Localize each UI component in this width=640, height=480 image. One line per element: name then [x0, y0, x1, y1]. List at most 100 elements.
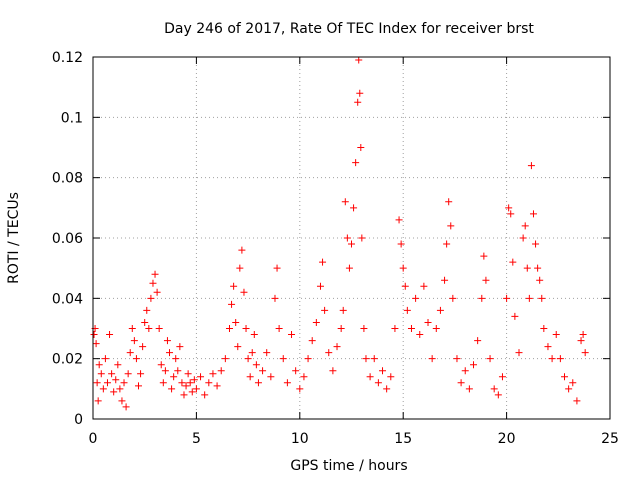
y-axis-label: ROTI / TECUs	[6, 192, 22, 284]
data-point	[275, 325, 283, 332]
data-point	[362, 355, 370, 363]
data-point	[128, 325, 136, 332]
data-point	[174, 367, 182, 375]
data-point	[424, 318, 432, 326]
data-point	[498, 373, 506, 381]
data-point	[505, 204, 513, 212]
data-point	[412, 294, 420, 302]
data-point	[101, 355, 109, 363]
data-point	[166, 349, 174, 357]
data-point	[304, 355, 312, 363]
data-point	[192, 385, 200, 393]
data-point	[157, 361, 165, 369]
data-point	[221, 355, 229, 363]
grid	[93, 57, 610, 419]
data-point	[263, 349, 271, 357]
y-tick-label: 0.1	[61, 110, 83, 126]
data-point	[93, 379, 101, 387]
data-point	[432, 325, 440, 332]
data-point	[116, 385, 124, 393]
data-point	[482, 276, 490, 284]
data-point	[132, 355, 140, 363]
data-point	[503, 294, 511, 302]
data-point	[490, 385, 498, 393]
data-point	[99, 385, 107, 393]
data-point	[515, 349, 523, 357]
data-point	[134, 382, 142, 390]
data-point	[238, 246, 246, 254]
data-point	[399, 264, 407, 272]
data-point	[296, 385, 304, 393]
data-point	[188, 388, 196, 396]
y-tick-label: 0.08	[52, 171, 83, 187]
data-point	[316, 282, 324, 290]
data-point	[329, 367, 337, 375]
data-point	[155, 325, 163, 332]
data-point	[511, 312, 519, 320]
data-point	[90, 331, 98, 339]
x-tick-label: 5	[192, 431, 201, 447]
data-point	[548, 355, 556, 363]
data-point	[478, 294, 486, 302]
data-point	[577, 337, 585, 345]
data-point	[387, 373, 395, 381]
data-point	[209, 370, 217, 378]
data-point	[145, 325, 153, 332]
data-points	[90, 56, 589, 411]
data-point	[170, 373, 178, 381]
data-point	[519, 234, 527, 242]
data-point	[436, 306, 444, 314]
y-tick-label: 0.02	[52, 352, 83, 368]
data-point	[453, 355, 461, 363]
data-point	[538, 294, 546, 302]
data-point	[395, 216, 403, 224]
data-point	[184, 370, 192, 378]
data-point	[556, 355, 564, 363]
x-tick-label: 10	[291, 431, 309, 447]
data-point	[114, 361, 122, 369]
data-point	[92, 340, 100, 348]
data-point	[180, 391, 188, 399]
y-axis-ticks: 0 0.02 0.04 0.06 0.08 0.1 0.12	[52, 50, 610, 428]
data-point	[153, 288, 161, 296]
data-point	[244, 355, 252, 363]
data-point	[246, 373, 254, 381]
data-point	[110, 388, 118, 396]
data-point	[509, 258, 517, 266]
data-point	[348, 240, 355, 248]
data-point	[407, 325, 415, 332]
data-point	[122, 403, 130, 411]
data-point	[94, 397, 102, 405]
data-point	[250, 331, 258, 339]
data-point	[360, 325, 368, 332]
data-point	[428, 355, 436, 363]
x-tick-label: 15	[394, 431, 412, 447]
data-point	[552, 331, 560, 339]
data-point	[534, 264, 542, 272]
y-tick-label: 0	[74, 412, 83, 428]
data-point	[151, 270, 159, 278]
data-point	[321, 306, 329, 314]
data-point	[449, 294, 457, 302]
data-point	[357, 144, 365, 151]
data-point	[159, 379, 167, 387]
data-point	[292, 367, 300, 375]
data-point	[267, 373, 275, 381]
data-point	[366, 373, 374, 381]
data-point	[383, 385, 391, 393]
data-point	[143, 306, 151, 314]
data-point	[480, 252, 488, 260]
data-point	[230, 282, 238, 290]
data-point	[252, 361, 260, 369]
data-point	[445, 198, 453, 206]
data-point	[325, 349, 333, 357]
data-point	[228, 300, 236, 308]
data-point	[341, 198, 349, 206]
data-point	[397, 240, 405, 248]
data-point	[441, 276, 449, 284]
y-tick-label: 0.06	[52, 231, 83, 247]
data-point	[190, 376, 198, 384]
data-point	[124, 370, 132, 378]
data-point	[186, 379, 194, 387]
